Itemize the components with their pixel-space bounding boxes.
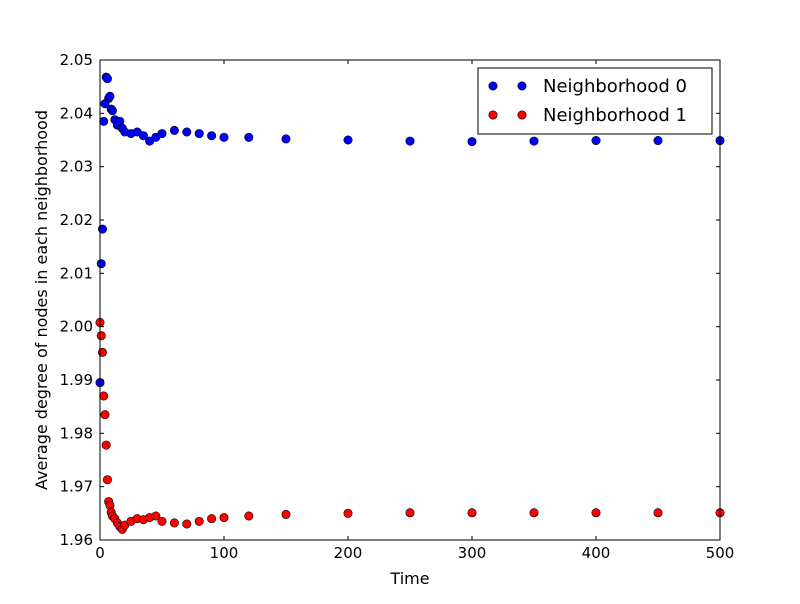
y-tick-label: 2.01 [60, 264, 93, 282]
y-tick-label: 2.00 [60, 318, 93, 336]
series-1-point [102, 475, 112, 485]
series-0-point [405, 136, 415, 146]
series-1-point [194, 516, 204, 526]
series-0-point [102, 74, 112, 84]
series-1-point [343, 508, 353, 518]
series-0-point [105, 91, 115, 101]
series-0-point [194, 129, 204, 139]
x-tick-label: 500 [706, 544, 735, 562]
y-tick-label: 2.02 [60, 211, 93, 229]
series-1-point [101, 440, 111, 450]
series-0-point [207, 131, 217, 141]
series-0-point [467, 137, 477, 147]
series-1-point [219, 513, 229, 523]
x-tick-label: 0 [95, 544, 105, 562]
legend-marker-0b [517, 81, 527, 91]
y-axis-ticks: 1.96 1.97 1.98 1.99 2.00 2.01 2.02 2.03 2.04 2.05 [60, 51, 720, 549]
y-tick-label: 1.99 [60, 371, 93, 389]
series-0-point [653, 136, 663, 146]
y-tick-label: 2.05 [60, 51, 93, 69]
series-1-point [529, 508, 539, 518]
series-1-point [100, 410, 110, 420]
series-1-point [207, 514, 217, 524]
data-layer [95, 72, 725, 534]
x-tick-label: 100 [210, 544, 239, 562]
y-tick-label: 2.03 [60, 158, 93, 176]
y-tick-label: 1.98 [60, 424, 93, 442]
y-axis-label: Average degree of nodes in each neighbor… [32, 110, 51, 490]
series-1-point [281, 509, 291, 519]
series-1-point [96, 331, 106, 341]
y-tick-label: 1.96 [60, 531, 93, 549]
series-1-point [591, 508, 601, 518]
series-1-point [151, 511, 161, 521]
series-1-point [653, 508, 663, 518]
series-0-point [169, 125, 179, 135]
series-0-point [99, 116, 109, 126]
series-0-point [219, 132, 229, 142]
legend-label-1: Neighborhood 1 [543, 105, 687, 126]
legend-marker-1b [517, 110, 527, 120]
series-1-point [157, 516, 167, 526]
series-0-point [107, 106, 117, 116]
legend-marker-1a [488, 110, 498, 120]
plot-frame [99, 59, 721, 541]
series-0-point [591, 136, 601, 146]
series-0-point [244, 132, 254, 142]
x-tick-label: 300 [458, 544, 487, 562]
legend-box [477, 67, 713, 135]
x-axis-label: Time [389, 569, 429, 588]
x-axis-ticks: 0 100 200 300 400 500 [95, 60, 734, 562]
series-1-point [405, 508, 415, 518]
series-1-point [99, 391, 109, 401]
series-0-point [138, 131, 148, 141]
series-0-point [96, 259, 106, 269]
series-1-point [169, 518, 179, 528]
series-0-point [157, 129, 167, 139]
legend-marker-0a [488, 81, 498, 91]
series-1-point [467, 508, 477, 518]
legend-label-0: Neighborhood 0 [543, 76, 687, 97]
series-0-point [281, 134, 291, 144]
y-tick-label: 1.97 [60, 478, 93, 496]
series-0-point [529, 136, 539, 146]
legend: Neighborhood 0 Neighborhood 1 [477, 67, 713, 135]
x-tick-label: 200 [334, 544, 363, 562]
x-tick-label: 400 [582, 544, 611, 562]
y-tick-label: 2.04 [60, 104, 93, 122]
series-1-point [244, 511, 254, 521]
series-1-point [182, 519, 192, 529]
series-0-point [343, 135, 353, 145]
series-0-point [182, 127, 192, 137]
